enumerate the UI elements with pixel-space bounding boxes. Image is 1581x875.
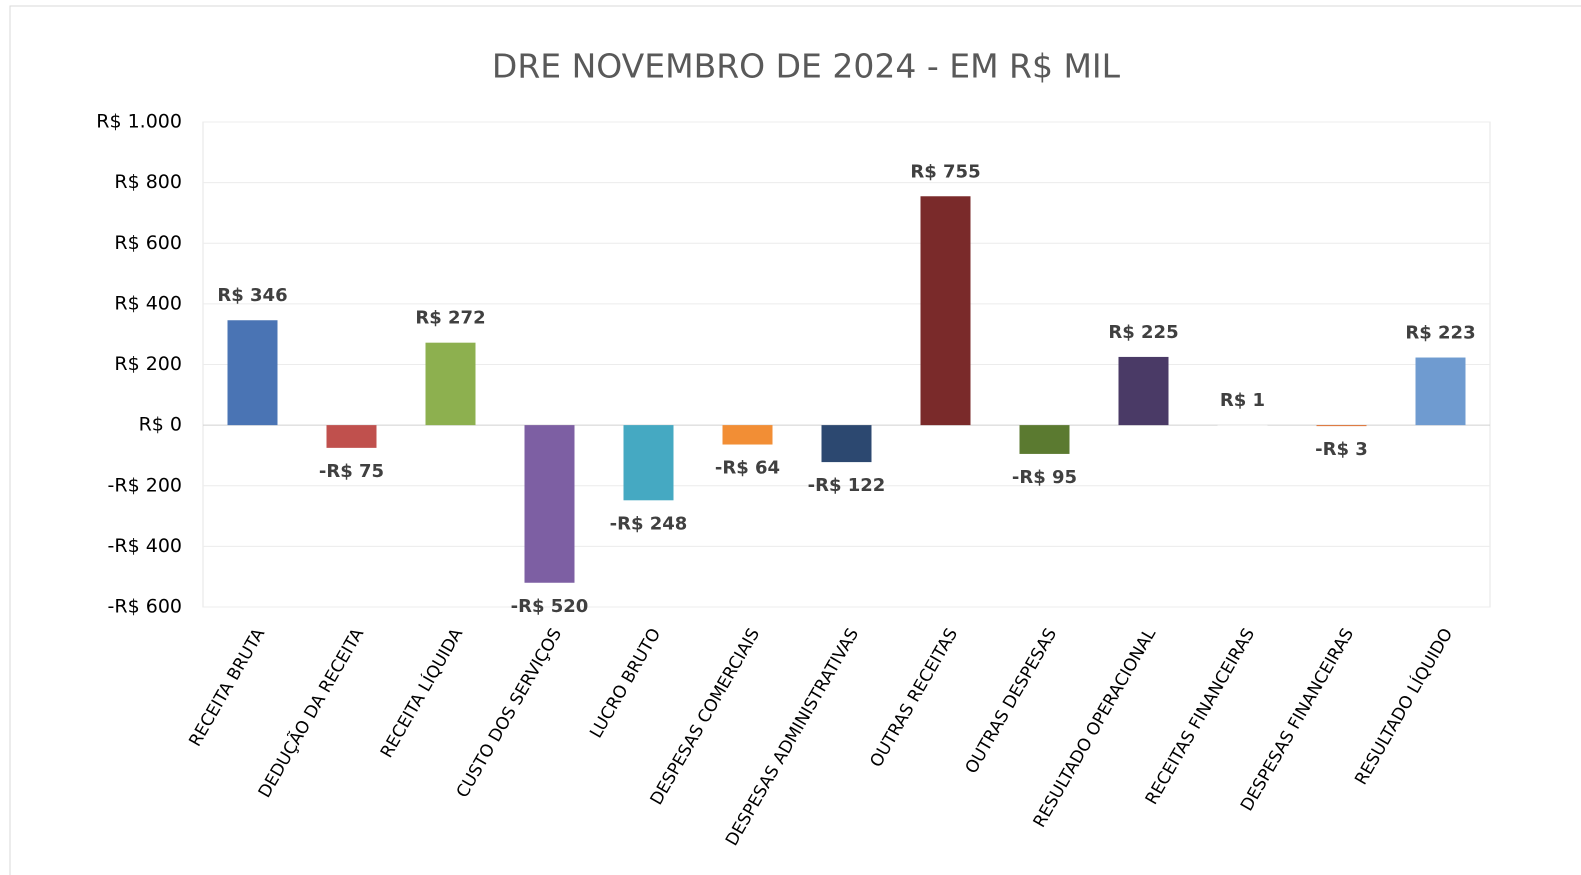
bar — [1217, 424, 1268, 426]
bar — [1316, 425, 1367, 427]
bar — [623, 425, 674, 501]
bar — [1415, 357, 1466, 426]
bar — [227, 320, 278, 426]
value-label: -R$ 64 — [715, 458, 780, 479]
value-label: R$ 346 — [217, 285, 287, 306]
value-label: R$ 225 — [1108, 322, 1178, 343]
value-label: R$ 223 — [1405, 323, 1475, 344]
value-label: -R$ 3 — [1315, 439, 1368, 460]
value-label: R$ 755 — [910, 161, 980, 182]
bar — [920, 196, 971, 426]
value-label: R$ 272 — [415, 308, 485, 329]
bar — [425, 342, 476, 426]
bar — [821, 425, 872, 463]
y-tick-label: -R$ 400 — [108, 535, 182, 557]
y-tick-label: R$ 800 — [114, 171, 182, 193]
y-tick-label: -R$ 200 — [108, 474, 182, 496]
y-tick-label: R$ 400 — [114, 292, 182, 314]
value-label: R$ 1 — [1220, 390, 1265, 411]
y-tick-label: R$ 200 — [114, 353, 182, 375]
value-label: -R$ 248 — [610, 513, 688, 534]
chart-title: DRE NOVEMBRO DE 2024 - EM R$ MIL — [492, 47, 1121, 86]
y-tick-label: -R$ 600 — [108, 596, 182, 618]
value-label: -R$ 122 — [808, 475, 886, 496]
bar — [1019, 425, 1070, 454]
chart-frame — [9, 5, 1581, 875]
value-label: -R$ 95 — [1012, 467, 1077, 488]
value-label: -R$ 520 — [511, 596, 589, 617]
bar — [326, 425, 377, 448]
bar — [1118, 356, 1169, 426]
y-tick-label: R$ 1.000 — [96, 111, 182, 133]
y-tick-label: R$ 0 — [139, 414, 182, 436]
y-tick-label: R$ 600 — [114, 232, 182, 254]
bar — [722, 425, 773, 445]
bar — [524, 425, 575, 583]
value-label: -R$ 75 — [319, 461, 384, 482]
